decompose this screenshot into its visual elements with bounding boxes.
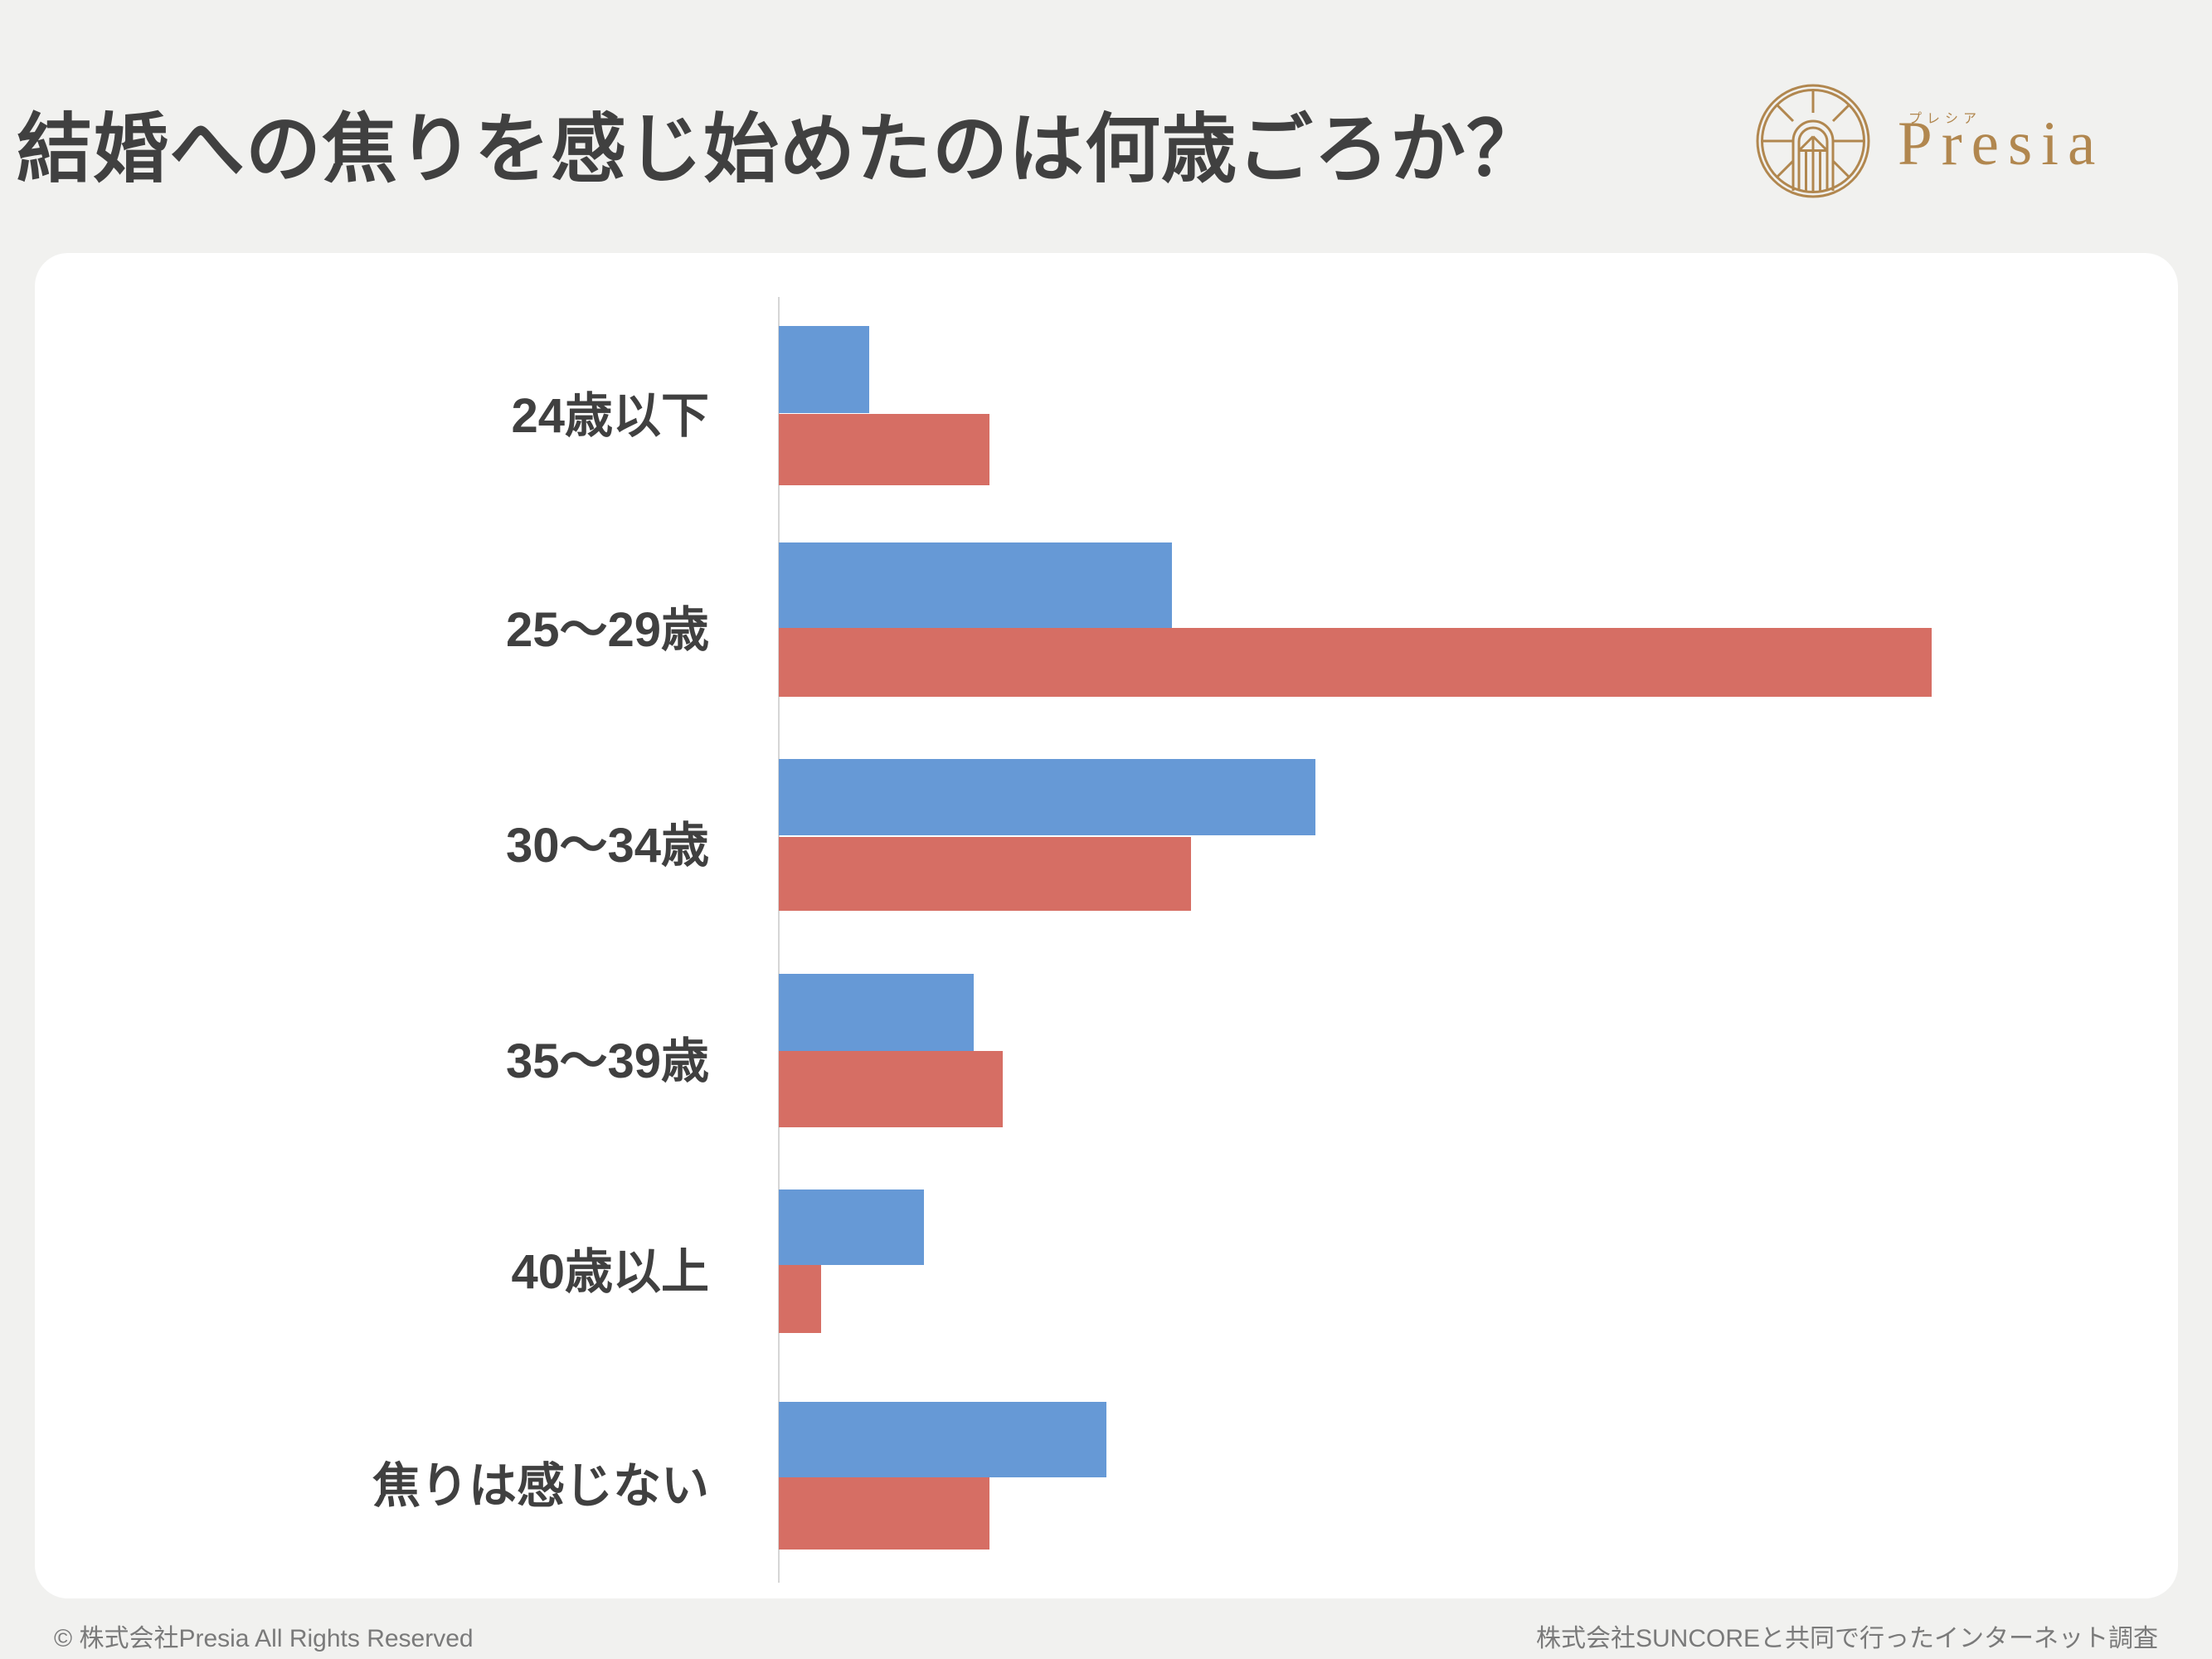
svg-text:プレシア: プレシア: [1908, 111, 1981, 126]
